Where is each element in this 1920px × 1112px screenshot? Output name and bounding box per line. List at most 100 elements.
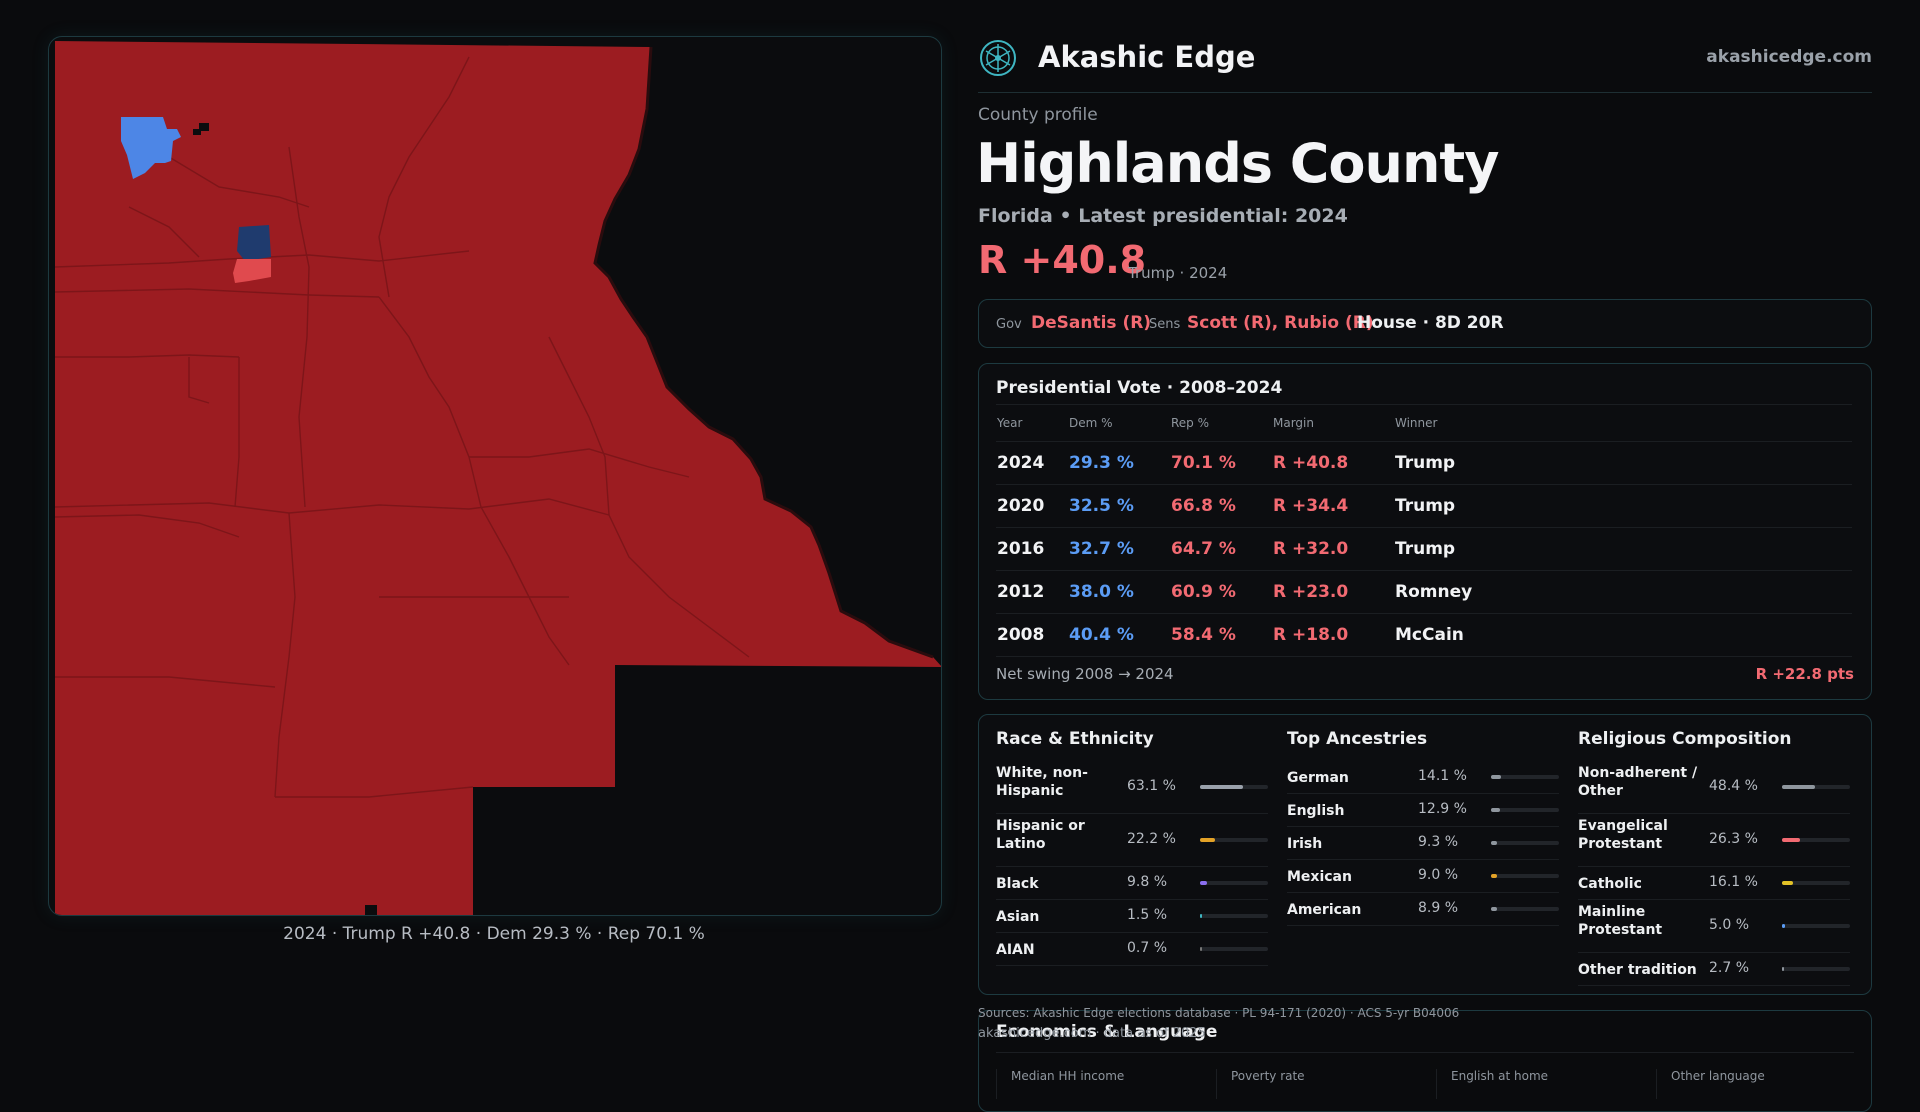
precinct-map-svg[interactable]: [49, 37, 941, 915]
site-header: Akashic Edge akashicedge.com: [978, 36, 1872, 93]
religion-bar-track: [1782, 924, 1850, 928]
latest-margin: R +40.8: [978, 238, 1147, 282]
race-pct: 63.1 %: [1127, 778, 1176, 794]
ancestry-bar-track: [1491, 907, 1559, 911]
religion-pct: 16.1 %: [1709, 874, 1758, 890]
page-title: Highlands County: [976, 132, 1499, 195]
religion-label: Non-adherent / Other: [1578, 765, 1698, 799]
col-header-margin: Margin: [1272, 404, 1394, 442]
race-row: White, non-Hispanic 63.1 %: [996, 761, 1268, 814]
race-label: Hispanic or Latino: [996, 818, 1085, 852]
winner-cell: Trump: [1394, 527, 1852, 571]
demographics-card: Race & Ethnicity White, non-Hispanic 63.1…: [978, 714, 1872, 995]
race-pct: 22.2 %: [1127, 831, 1176, 847]
ancestry-pct: 9.3 %: [1418, 834, 1459, 850]
ancestry-row: American 8.9 %: [1287, 893, 1559, 926]
religion-bar-track: [1782, 881, 1850, 885]
ancestry-bar-fill: [1491, 874, 1498, 878]
econ-stat-english: English at home: [1436, 1069, 1548, 1099]
religion-pct: 48.4 %: [1709, 778, 1758, 794]
presidential-vote-card: Presidential Vote · 2008–2024 Year Dem %…: [978, 363, 1872, 700]
religion-label: Mainline Protestant: [1578, 904, 1663, 938]
profile-label: County profile: [978, 105, 1098, 125]
year-cell: 2016: [996, 527, 1068, 571]
race-bar-fill: [1200, 881, 1207, 885]
race-bar-fill: [1200, 947, 1202, 951]
religion-bar-fill: [1782, 838, 1800, 842]
county-subtitle: Florida • Latest presidential: 2024: [978, 205, 1348, 227]
rep-pct-cell: 66.8 %: [1170, 484, 1272, 528]
ancestry-bar-track: [1491, 808, 1559, 812]
table-row[interactable]: 2012 38.0 % 60.9 % R +23.0 Romney: [996, 570, 1852, 614]
religion-label: Evangelical Protestant: [1578, 818, 1668, 852]
precinct-boundaries: [54, 56, 750, 798]
winner-cell: Trump: [1394, 441, 1852, 485]
religion-pct: 26.3 %: [1709, 831, 1758, 847]
sacred-geometry-logo-icon[interactable]: [978, 38, 1018, 82]
col-header-year: Year: [996, 404, 1068, 442]
race-bar-fill: [1200, 838, 1216, 842]
religion-pct: 5.0 %: [1709, 917, 1750, 933]
religion-pct: 2.7 %: [1709, 960, 1750, 976]
year-cell: 2020: [996, 484, 1068, 528]
table-row[interactable]: 2020 32.5 % 66.8 % R +34.4 Trump: [996, 484, 1852, 528]
race-bar-fill: [1200, 785, 1243, 789]
race-pct: 9.8 %: [1127, 874, 1168, 890]
econ-stat-poverty: Poverty rate: [1216, 1069, 1305, 1099]
religion-bar-fill: [1782, 881, 1793, 885]
county-map[interactable]: [48, 36, 942, 916]
race-bar-track: [1200, 881, 1268, 885]
rep-pct-cell: 60.9 %: [1170, 570, 1272, 614]
year-cell: 2024: [996, 441, 1068, 485]
religion-row: Mainline Protestant 5.0 %: [1578, 900, 1850, 953]
net-swing-value: R +22.8 pts: [1755, 665, 1854, 683]
dem-pct-cell: 40.4 %: [1068, 613, 1170, 657]
margin-cell: R +32.0: [1272, 527, 1394, 571]
ancestry-pct: 9.0 %: [1418, 867, 1459, 883]
site-url[interactable]: akashicedge.com: [1706, 47, 1872, 67]
ancestry-bar-track: [1491, 874, 1559, 878]
site-footnote: akashicedge.com · data as of 2025: [978, 1026, 1206, 1041]
presidential-title: Presidential Vote · 2008–2024: [996, 378, 1283, 398]
margin-cell: R +18.0: [1272, 613, 1394, 657]
ancestry-row: Irish 9.3 %: [1287, 827, 1559, 860]
margin-cell: R +34.4: [1272, 484, 1394, 528]
race-label: White, non-Hispanic: [996, 765, 1088, 799]
religion-bar-track: [1782, 785, 1850, 789]
dem-pct-cell: 32.7 %: [1068, 527, 1170, 571]
ancestry-label: Mexican: [1287, 869, 1352, 885]
ancestry-label: English: [1287, 803, 1345, 819]
ancestry-label: German: [1287, 770, 1349, 786]
ancestry-title: Top Ancestries: [1287, 729, 1428, 749]
rep-pct-cell: 58.4 %: [1170, 613, 1272, 657]
winner-cell: Romney: [1394, 570, 1852, 614]
race-row: Black 9.8 %: [996, 867, 1268, 900]
ancestry-bar-fill: [1491, 808, 1500, 812]
officials-card: Gov DeSantis (R) Sens Scott (R), Rubio (…: [978, 299, 1872, 348]
race-row: Asian 1.5 %: [996, 900, 1268, 933]
map-caption: 2024 · Trump R +40.8 · Dem 29.3 % · Rep …: [283, 924, 705, 944]
race-ethnicity-section: Race & Ethnicity White, non-Hispanic 63.1…: [996, 729, 1268, 966]
religion-row: Evangelical Protestant 26.3 %: [1578, 814, 1850, 867]
race-bar-track: [1200, 947, 1268, 951]
col-header-dem: Dem %: [1068, 404, 1170, 442]
race-title: Race & Ethnicity: [996, 729, 1154, 749]
ancestry-pct: 12.9 %: [1418, 801, 1467, 817]
race-bar-track: [1200, 838, 1268, 842]
table-row[interactable]: 2016 32.7 % 64.7 % R +32.0 Trump: [996, 527, 1852, 571]
county-area: [55, 41, 941, 915]
year-cell: 2008: [996, 613, 1068, 657]
ancestry-pct: 14.1 %: [1418, 768, 1467, 784]
religion-bar-track: [1782, 838, 1850, 842]
table-row[interactable]: 2008 40.4 % 58.4 % R +18.0 McCain: [996, 613, 1852, 657]
ancestry-bar-fill: [1491, 775, 1501, 779]
econ-stat-income: Median HH income: [996, 1069, 1124, 1099]
religion-row: Catholic 16.1 %: [1578, 867, 1850, 900]
ancestry-section: Top Ancestries German 14.1 % English 12.9 %…: [1287, 729, 1559, 926]
race-label: Asian: [996, 909, 1040, 925]
table-row[interactable]: 2024 29.3 % 70.1 % R +40.8 Trump: [996, 441, 1852, 485]
religion-bar-fill: [1782, 785, 1815, 789]
brand-name[interactable]: Akashic Edge: [1038, 40, 1256, 74]
table-header-row: Year Dem % Rep % Margin Winner: [996, 404, 1852, 442]
religion-row: Other tradition 2.7 %: [1578, 953, 1850, 986]
